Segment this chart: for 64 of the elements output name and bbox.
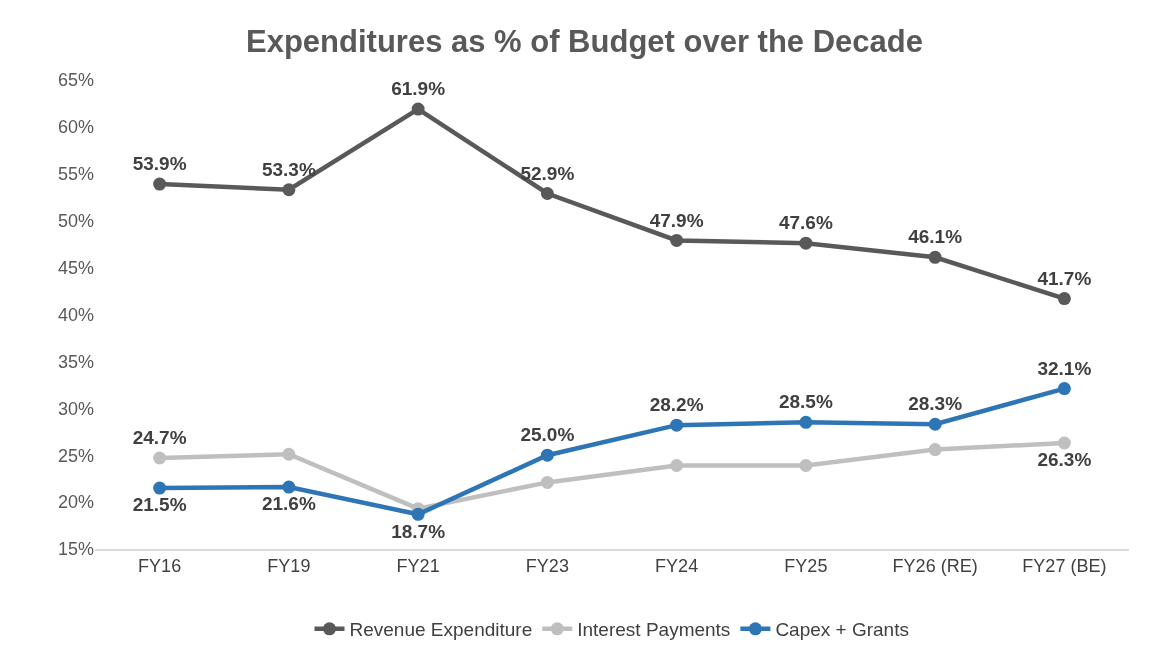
data-label: 47.9%: [649, 209, 704, 231]
point: [928, 250, 942, 264]
point: [411, 102, 425, 116]
point: [799, 459, 813, 473]
y-tick-label: 15%: [57, 539, 94, 560]
y-tick-label: 30%: [57, 398, 94, 419]
chart-title: Expenditures as % of Budget over the Decade: [245, 23, 924, 59]
data-label: 18.7%: [391, 520, 446, 542]
x-tick-label: FY16: [138, 556, 182, 577]
x-tick-label: FY24: [655, 556, 699, 577]
point: [670, 459, 684, 473]
data-label: 28.5%: [778, 391, 833, 413]
point: [411, 507, 425, 521]
point: [670, 418, 684, 432]
x-tick-label: FY27 (BE): [1022, 556, 1107, 577]
data-label: 25.0%: [520, 424, 575, 446]
y-tick-label: 40%: [57, 304, 94, 325]
point: [540, 448, 554, 462]
data-label: 47.6%: [778, 212, 833, 234]
point: [153, 451, 167, 465]
data-label: 26.3%: [1037, 449, 1092, 471]
x-tick-label: FY25: [784, 556, 828, 577]
data-label: 28.2%: [649, 394, 704, 416]
point: [1057, 436, 1071, 450]
y-tick-label: 45%: [57, 257, 94, 278]
point: [1057, 292, 1071, 306]
data-label: 53.3%: [261, 158, 316, 180]
point: [282, 183, 296, 197]
data-label: 21.6%: [261, 493, 316, 515]
legend-label: Capex + Grants: [775, 619, 909, 641]
y-tick-label: 50%: [57, 211, 94, 231]
y-tick-label: 20%: [57, 492, 94, 513]
y-tick-label: 60%: [57, 117, 94, 138]
point: [282, 447, 296, 461]
x-tick-label: FY26 (RE): [892, 556, 978, 577]
point: [540, 475, 554, 489]
data-label: 53.9%: [132, 153, 187, 175]
point: [282, 480, 296, 494]
x-tick-label: FY23: [525, 556, 569, 577]
data-label: 24.7%: [132, 427, 187, 449]
legend-label: Interest Payments: [577, 619, 731, 641]
legend-label: Revenue Expenditure: [349, 619, 533, 641]
point: [540, 187, 554, 200]
point: [153, 481, 167, 495]
y-tick-label: 55%: [57, 164, 94, 185]
x-tick-label: FY21: [396, 556, 440, 577]
y-tick-label: 65%: [57, 70, 94, 91]
data-label: 32.1%: [1037, 357, 1092, 379]
point: [799, 415, 813, 429]
point: [928, 443, 942, 457]
point: [1057, 382, 1071, 396]
y-tick-label: 35%: [57, 351, 94, 372]
data-label: 61.9%: [391, 78, 446, 100]
point: [153, 177, 167, 191]
x-tick-label: FY19: [267, 556, 311, 577]
point: [928, 417, 942, 431]
data-label: 52.9%: [520, 162, 575, 184]
point: [670, 233, 684, 247]
point: [799, 236, 813, 250]
data-label: 21.5%: [132, 494, 187, 516]
data-label: 41.7%: [1037, 267, 1092, 289]
data-label: 46.1%: [908, 226, 963, 248]
y-tick-label: 25%: [57, 445, 94, 466]
data-label: 28.3%: [908, 393, 963, 415]
